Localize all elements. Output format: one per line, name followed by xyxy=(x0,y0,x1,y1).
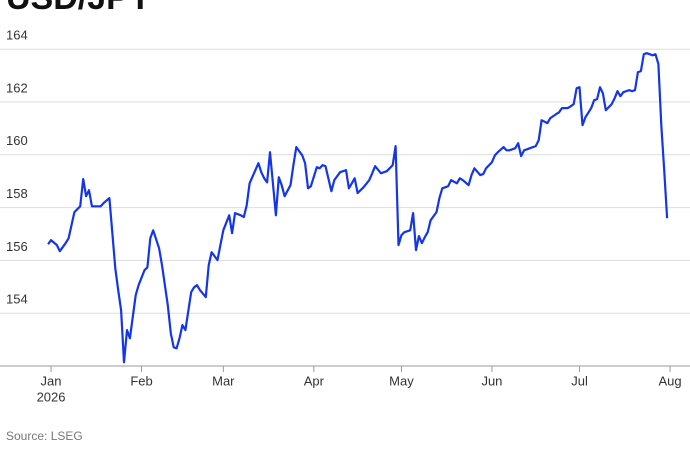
price-line xyxy=(47,52,669,364)
x-tick-sublabel: 2026 xyxy=(37,389,66,404)
x-tick-label: May xyxy=(389,373,414,388)
y-tick-label: 158 xyxy=(6,186,28,201)
x-tick-label: Jan xyxy=(41,373,62,388)
y-tick-label: 160 xyxy=(6,133,28,148)
x-tick-label: Apr xyxy=(304,373,325,388)
y-tick-label: 162 xyxy=(6,80,28,95)
y-tick-label: 156 xyxy=(6,239,28,254)
x-tick-label: Feb xyxy=(130,373,152,388)
x-tick-label: Aug xyxy=(658,373,681,388)
x-tick-label: Mar xyxy=(212,373,235,388)
y-tick-label: 164 xyxy=(6,28,28,43)
x-tick-label: Jun xyxy=(481,373,502,388)
source: Source: LSEG xyxy=(6,429,83,443)
y-tick-label: 154 xyxy=(6,292,28,307)
x-tick-label: Jul xyxy=(571,373,588,388)
chart-title: USD/JPY xyxy=(6,0,152,17)
